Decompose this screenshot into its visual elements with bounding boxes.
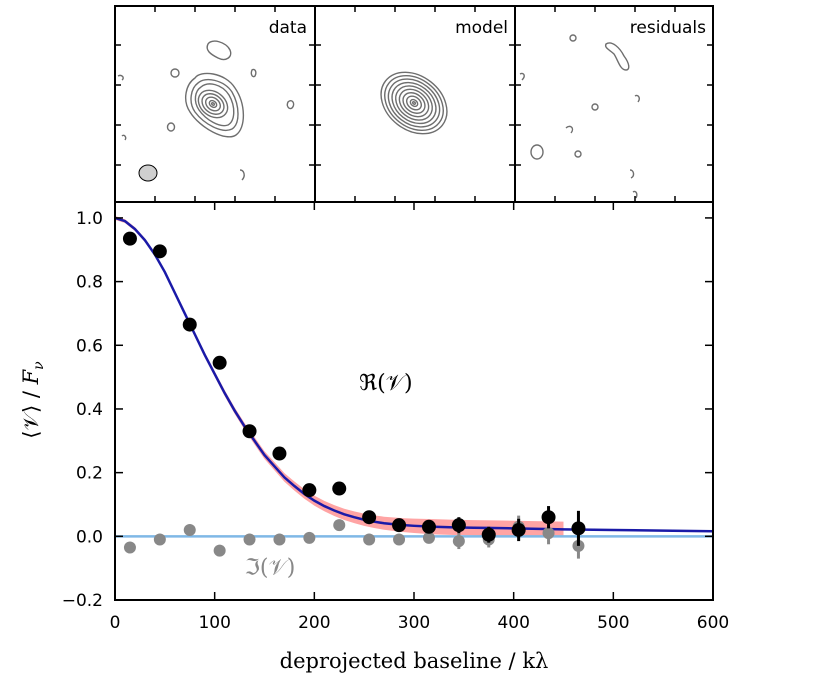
real-point-marker (541, 510, 556, 525)
imag-point (123, 541, 136, 554)
image-panels: data (114, 5, 714, 203)
imag-point-marker (213, 544, 226, 557)
real-point (152, 244, 167, 259)
imag-point-marker (243, 533, 256, 546)
imag-point (422, 531, 435, 544)
imag-point (153, 533, 166, 546)
plot-area (115, 202, 713, 600)
real-point-marker (152, 244, 167, 259)
imag-point (183, 523, 196, 536)
data-panel-title: data (269, 18, 307, 38)
real-point-marker (362, 510, 377, 525)
real-point (182, 317, 197, 332)
y-tick-label: 0.4 (76, 400, 103, 420)
real-point-marker (122, 231, 137, 246)
real-point-marker (212, 355, 227, 370)
y-axis-label: ⟨𝒱⟩ / Fν (19, 361, 47, 439)
imag-point-marker (422, 531, 435, 544)
imag-point (273, 533, 286, 546)
real-point (362, 510, 377, 525)
y-tick-label: 0.2 (76, 464, 103, 484)
real-point (242, 424, 257, 439)
x-axis-label: deprojected baseline / kλ (280, 649, 549, 673)
x-tick-label: 500 (597, 613, 629, 633)
real-point-marker (272, 446, 287, 461)
real-point-marker (392, 518, 407, 533)
x-tick-label: 300 (398, 613, 430, 633)
residuals-panel-frame (514, 5, 714, 203)
plot-frame (114, 201, 714, 601)
imag-point-marker (542, 527, 555, 540)
model-contours (380, 71, 448, 135)
real-point-marker (511, 522, 526, 537)
real-point (481, 526, 496, 543)
imag-point (213, 544, 226, 557)
real-point-marker (481, 527, 496, 542)
imag-point (363, 533, 376, 546)
real-point (392, 518, 407, 533)
x-axis-label-main: deprojected baseline (280, 649, 502, 673)
imag-point (243, 533, 256, 546)
real-point (332, 481, 347, 496)
imag-point-marker (303, 531, 316, 544)
imag-point-marker (273, 533, 286, 546)
data-panel: data (114, 5, 316, 203)
imag-point (333, 519, 346, 532)
y-axis-label-unit: F (19, 368, 43, 385)
real-point (212, 355, 227, 370)
x-axis-label-unit: kλ (522, 649, 548, 673)
y-tick-label: 0.8 (76, 273, 103, 293)
real-points (122, 231, 586, 546)
model-panel: model (314, 5, 516, 203)
y-axis-label-main: ⟨𝒱⟩ (19, 405, 43, 439)
x-axis-label-sep: / (502, 649, 522, 673)
real-point (451, 517, 466, 534)
x-tick-label: 200 (298, 613, 330, 633)
real-point (302, 483, 317, 498)
imag-point (452, 533, 465, 550)
y-tick-label: 0.0 (76, 527, 103, 547)
model-panel-title: model (455, 18, 508, 38)
real-point-marker (182, 317, 197, 332)
x-tick-label: 400 (497, 613, 529, 633)
imag-point-marker (363, 533, 376, 546)
real-point-marker (302, 483, 317, 498)
real-part-annotation: ℜ(𝒱) (359, 371, 412, 396)
data-contours (117, 40, 295, 182)
residuals-contours (519, 34, 640, 199)
imag-point-marker (393, 533, 406, 546)
real-point (511, 518, 526, 542)
real-point-marker (332, 481, 347, 496)
imag-point-marker (183, 523, 196, 536)
y-axis-label-sub: ν (31, 361, 47, 370)
real-point (122, 231, 137, 246)
residuals-panel-title: residuals (630, 18, 706, 38)
imag-part-annotation: ℑ(𝒱) (245, 556, 296, 581)
real-point-marker (571, 521, 586, 536)
real-point-marker (242, 424, 257, 439)
x-tick-label: 600 (697, 613, 729, 633)
y-axis-label-sep: / (19, 384, 43, 404)
real-point-marker (451, 518, 466, 533)
x-tick-label: 0 (110, 613, 121, 633)
real-point (421, 519, 436, 534)
real-point (272, 446, 287, 461)
imag-point (393, 533, 406, 546)
visibility-plot: 0 100 200 300 400 500 600 −0.2 0.0 0.2 0.4 0.6 0.8 1.… (19, 201, 729, 673)
imag-point-marker (153, 533, 166, 546)
imag-point (303, 531, 316, 544)
y-tick-label: −0.2 (62, 591, 103, 611)
imag-point-marker (333, 519, 346, 532)
imag-point-marker (123, 541, 136, 554)
y-tick-label: 1.0 (76, 209, 103, 229)
residuals-panel: residuals (514, 5, 714, 203)
y-tick-label: 0.6 (76, 336, 103, 356)
imag-point-marker (452, 535, 465, 548)
x-tick-label: 100 (198, 613, 230, 633)
real-point (541, 506, 556, 529)
real-point (571, 510, 586, 546)
real-point-marker (421, 519, 436, 534)
